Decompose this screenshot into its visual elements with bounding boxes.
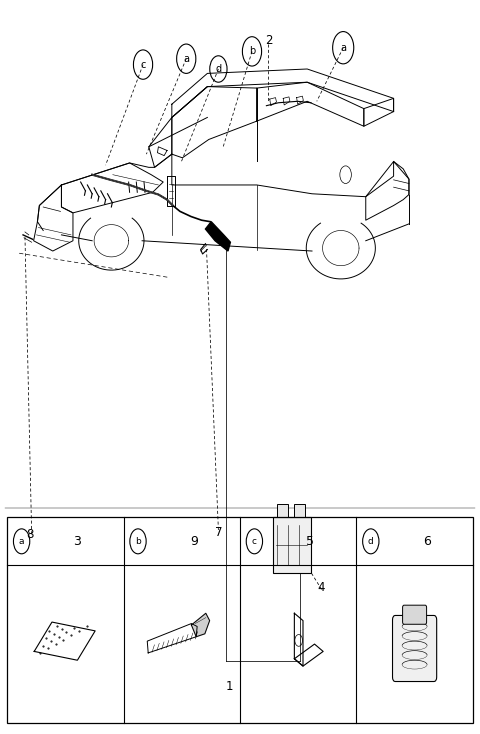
FancyBboxPatch shape (393, 615, 437, 681)
Text: d: d (368, 537, 373, 546)
FancyBboxPatch shape (403, 605, 427, 624)
Text: d: d (216, 64, 221, 74)
Text: 6: 6 (423, 535, 431, 548)
Polygon shape (205, 222, 230, 251)
Text: b: b (135, 537, 141, 546)
FancyBboxPatch shape (294, 504, 305, 517)
Text: 9: 9 (190, 535, 198, 548)
Text: a: a (19, 537, 24, 546)
Text: 2: 2 (265, 34, 273, 47)
FancyBboxPatch shape (273, 517, 311, 573)
Text: c: c (140, 59, 146, 70)
FancyBboxPatch shape (0, 477, 480, 508)
Text: 1: 1 (226, 680, 233, 693)
Polygon shape (192, 614, 210, 636)
FancyBboxPatch shape (277, 504, 288, 517)
Text: a: a (340, 43, 346, 53)
Text: b: b (249, 46, 255, 57)
Text: a: a (183, 54, 189, 64)
Text: 5: 5 (306, 535, 314, 548)
Text: c: c (252, 537, 257, 546)
Text: 7: 7 (215, 526, 222, 539)
Text: 3: 3 (73, 535, 81, 548)
Text: 4: 4 (317, 581, 324, 594)
Text: 8: 8 (26, 528, 34, 541)
